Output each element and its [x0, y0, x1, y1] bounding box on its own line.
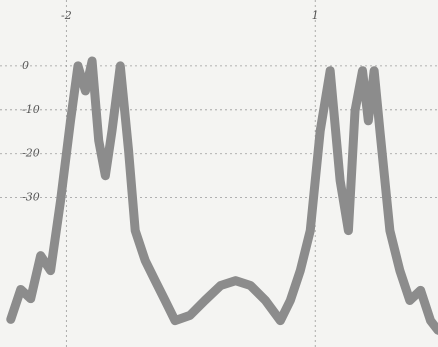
signal-line [6, 56, 438, 335]
y-tick-label: 0 [22, 59, 29, 72]
y-tick-label: -30 [22, 191, 40, 204]
x-tick-label: 1 [312, 9, 319, 22]
y-tick-label: -10 [22, 103, 40, 116]
y-tick-label: -20 [22, 147, 40, 160]
x-tick-label: -2 [61, 9, 72, 22]
